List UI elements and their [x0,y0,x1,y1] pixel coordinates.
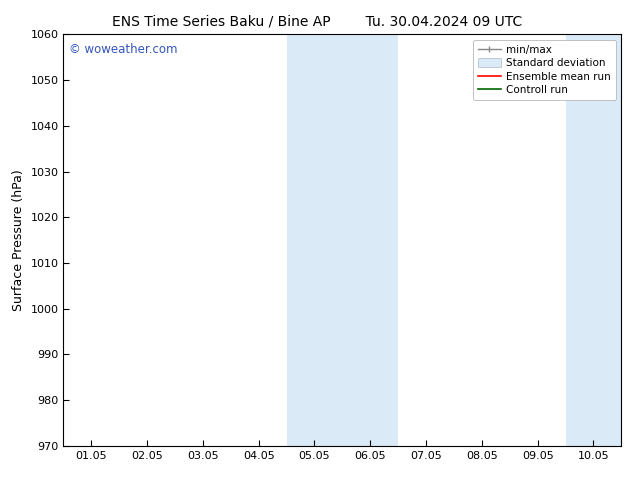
Legend: min/max, Standard deviation, Ensemble mean run, Controll run: min/max, Standard deviation, Ensemble me… [473,40,616,100]
Bar [287,34,398,446]
Text: © woweather.com: © woweather.com [69,43,178,55]
Text: ENS Time Series Baku / Bine AP        Tu. 30.04.2024 09 UTC: ENS Time Series Baku / Bine AP Tu. 30.04… [112,15,522,29]
Bar [566,34,621,446]
Y-axis label: Surface Pressure (hPa): Surface Pressure (hPa) [12,169,25,311]
